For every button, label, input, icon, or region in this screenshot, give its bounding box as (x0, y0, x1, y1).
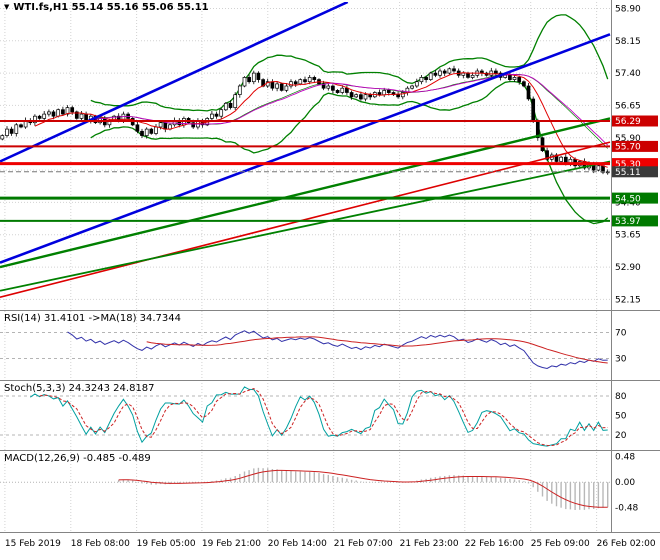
svg-text:25 Feb 09:00: 25 Feb 09:00 (531, 539, 590, 549)
svg-text:58.90: 58.90 (615, 4, 641, 14)
price-axis: 58.9058.1557.4056.6555.9055.1554.4053.65… (612, 4, 658, 514)
svg-text:30: 30 (615, 355, 627, 365)
bollinger-upper-band (90, 14, 609, 112)
stoch-k-line (30, 386, 608, 447)
rsi-indicator-label: RSI(14) 31.4101 ->MA(18) 34.7344 (4, 313, 181, 324)
svg-text:0.48: 0.48 (615, 453, 635, 463)
svg-text:20: 20 (615, 431, 627, 441)
svg-text:26 Feb 02:00: 26 Feb 02:00 (597, 539, 656, 549)
rsi-line (67, 330, 608, 370)
svg-text:50: 50 (615, 412, 627, 422)
svg-text:15 Feb 2019: 15 Feb 2019 (5, 539, 61, 549)
rsi-pane (0, 330, 610, 370)
svg-text:18 Feb 08:00: 18 Feb 08:00 (71, 539, 130, 549)
ma-fast-line (34, 72, 608, 168)
svg-text:19 Feb 05:00: 19 Feb 05:00 (137, 539, 196, 549)
svg-text:70: 70 (615, 329, 627, 339)
macd-signal-line (118, 469, 608, 508)
svg-text:56.65: 56.65 (615, 101, 641, 111)
stoch-d-line (39, 388, 608, 447)
svg-text:57.40: 57.40 (615, 69, 641, 79)
svg-text:19 Feb 21:00: 19 Feb 21:00 (202, 539, 261, 549)
svg-text:53.65: 53.65 (615, 231, 641, 241)
svg-text:21 Feb 07:00: 21 Feb 07:00 (334, 539, 393, 549)
chart-title: ▼ WTI.fs,H1 55.14 55.16 55.06 55.11 (4, 2, 209, 13)
trendline-1[interactable] (0, 33, 611, 264)
bollinger-lower-band (90, 80, 609, 225)
svg-text:20 Feb 14:00: 20 Feb 14:00 (268, 539, 327, 549)
svg-text:52.15: 52.15 (615, 295, 641, 305)
trendline-2[interactable] (0, 141, 611, 298)
svg-text:80: 80 (615, 392, 627, 402)
trendline-4[interactable] (0, 160, 611, 292)
price-pane[interactable] (0, 2, 611, 298)
svg-text:54.50: 54.50 (615, 194, 641, 204)
rsi-ma-line (146, 336, 608, 364)
svg-text:22 Feb 16:00: 22 Feb 16:00 (465, 539, 524, 549)
svg-text:55.30: 55.30 (615, 160, 641, 170)
svg-text:55.70: 55.70 (615, 143, 641, 153)
svg-text:56.29: 56.29 (615, 117, 641, 127)
svg-text:-0.48: -0.48 (615, 504, 639, 514)
trendline-3[interactable] (0, 117, 611, 269)
symbol-marker-icon: ▼ (4, 3, 10, 11)
svg-text:0.00: 0.00 (615, 478, 635, 488)
macd-pane (0, 467, 610, 510)
svg-text:21 Feb 23:00: 21 Feb 23:00 (400, 539, 459, 549)
trendline-0[interactable] (0, 2, 349, 163)
stoch-pane (0, 386, 610, 447)
svg-text:58.15: 58.15 (615, 37, 641, 47)
svg-text:55.90: 55.90 (615, 134, 641, 144)
stoch-indicator-label: Stoch(5,3,3) 24.3243 24.8187 (4, 383, 155, 394)
ma-slow-line (95, 73, 609, 146)
time-axis: 15 Feb 2019 18 Feb 08:00 19 Feb 05:00 19 Fe… (5, 539, 656, 549)
svg-text:55.11: 55.11 (615, 168, 641, 178)
grid-layer (0, 2, 610, 532)
svg-text:52.90: 52.90 (615, 263, 641, 273)
svg-text:53.97: 53.97 (615, 217, 641, 227)
chart-title-text: WTI.fs,H1 55.14 55.16 55.06 55.11 (13, 2, 209, 13)
macd-indicator-label: MACD(12,26,9) -0.485 -0.489 (4, 453, 151, 464)
